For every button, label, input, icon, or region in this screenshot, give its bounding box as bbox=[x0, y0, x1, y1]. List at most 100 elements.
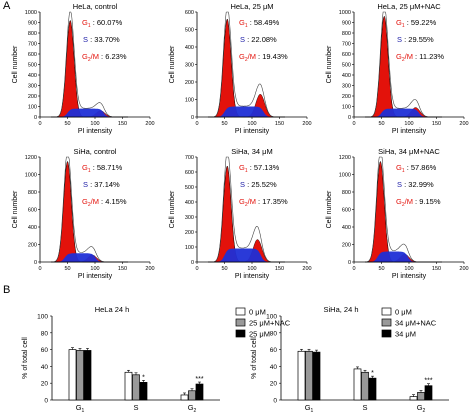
g2-subscript: 2 bbox=[402, 202, 405, 208]
g1-value: : 57.86% bbox=[405, 163, 437, 172]
y-tick-label: 500 bbox=[28, 63, 37, 69]
x-tick-letter: G bbox=[188, 403, 194, 412]
y-tick-label: 0 bbox=[273, 398, 277, 405]
significance-label: * bbox=[142, 374, 145, 381]
s-label: S : 22.08% bbox=[240, 35, 277, 44]
significance-label: *** bbox=[195, 376, 203, 383]
x-tick-label: 150 bbox=[432, 121, 441, 127]
panel-a-label: A bbox=[3, 0, 11, 12]
x-tick-label: 100 bbox=[247, 121, 256, 127]
s-phase-area bbox=[365, 108, 442, 117]
g1-label: G1 : 58.49% bbox=[239, 18, 280, 29]
g2-subscript: 2 bbox=[402, 57, 405, 63]
legend-swatch bbox=[381, 307, 392, 316]
g2-letter: G bbox=[239, 52, 245, 61]
y-axis-label: % of total cell bbox=[251, 337, 258, 379]
y-tick-label: 400 bbox=[342, 73, 351, 79]
x-tick-label: 0 bbox=[38, 121, 41, 127]
x-axis-label: PI intensity bbox=[78, 273, 113, 280]
bar bbox=[353, 368, 362, 401]
bar bbox=[297, 350, 306, 401]
y-tick-label: 100 bbox=[37, 314, 48, 321]
y-tick-label: 100 bbox=[28, 105, 37, 111]
panel-b-label: B bbox=[3, 284, 11, 296]
x-tick-subscript: 2 bbox=[423, 408, 426, 414]
g2-letter: G bbox=[396, 52, 402, 61]
s-value: : 25.52% bbox=[245, 180, 277, 189]
x-tick-letter: G bbox=[305, 403, 311, 412]
x-axis-label: PI intensity bbox=[392, 128, 427, 135]
g2m-value: : 6.23% bbox=[99, 52, 127, 61]
g1-value: : 58.49% bbox=[248, 18, 280, 27]
s-value: : 29.55% bbox=[402, 35, 434, 44]
g2-letter: G bbox=[239, 197, 245, 206]
g2m-value: : 17.35% bbox=[256, 197, 288, 206]
g1-label: G1 : 57.86% bbox=[396, 163, 437, 174]
x-tick-label: 50 bbox=[221, 121, 227, 127]
y-tick-label: 500 bbox=[342, 63, 351, 69]
legend-label: 34 μM+NAC bbox=[395, 319, 437, 328]
g2m-value: : 9.15% bbox=[413, 197, 441, 206]
y-tick-label: 200 bbox=[342, 94, 351, 100]
y-tick-label: 80 bbox=[270, 330, 278, 337]
legend-swatch bbox=[381, 329, 392, 338]
s-label: S : 29.55% bbox=[397, 35, 434, 44]
legend-swatch bbox=[235, 307, 246, 316]
s-value: : 33.70% bbox=[88, 35, 120, 44]
x-tick-label: G1 bbox=[305, 403, 314, 414]
bar bbox=[368, 377, 377, 401]
x-tick-label: G1 bbox=[76, 403, 85, 414]
s-value: : 37.14% bbox=[88, 180, 120, 189]
g2m-label: G2/M : 17.35% bbox=[239, 197, 288, 208]
bar-chart-title: SiHa, 24 h bbox=[323, 305, 358, 314]
histogram-grid: HeLa, control010020030040050060070080090… bbox=[12, 2, 469, 280]
s-label: S : 32.99% bbox=[397, 180, 434, 189]
y-tick-label: 200 bbox=[342, 243, 351, 249]
x-tick-subscript: 1 bbox=[82, 408, 85, 414]
x-tick-subscript: 2 bbox=[194, 408, 197, 414]
s-phase-area bbox=[51, 108, 128, 117]
g1-label: G1 : 59.22% bbox=[396, 18, 437, 29]
s-letter: S bbox=[397, 180, 402, 189]
bar bbox=[68, 349, 77, 401]
bar bbox=[76, 350, 84, 401]
s-letter: S bbox=[240, 180, 245, 189]
significance-label: * bbox=[371, 370, 374, 377]
s-label: S : 25.52% bbox=[240, 180, 277, 189]
g2-letter: G bbox=[82, 197, 88, 206]
y-tick-label: 0 bbox=[34, 260, 37, 266]
bar bbox=[180, 394, 189, 401]
x-tick-label: 150 bbox=[432, 266, 441, 272]
s-letter: S bbox=[397, 35, 402, 44]
x-tick-label: 0 bbox=[195, 266, 198, 272]
legend-swatch bbox=[381, 318, 392, 327]
y-tick-label: 600 bbox=[28, 208, 37, 214]
x-axis-label: PI intensity bbox=[235, 128, 270, 135]
s-letter: S bbox=[83, 180, 88, 189]
y-tick-label: 200 bbox=[185, 80, 194, 86]
g2-subscript: 2 bbox=[88, 57, 91, 63]
g2m-m-letter: /M bbox=[248, 52, 256, 61]
y-tick-label: 1000 bbox=[339, 10, 351, 16]
y-tick-label: 1000 bbox=[25, 10, 37, 16]
g1-value: : 59.22% bbox=[405, 18, 437, 27]
x-tick-label: 200 bbox=[302, 266, 311, 272]
g1-peak-area bbox=[364, 160, 442, 263]
y-axis-label: % of total cell bbox=[22, 337, 29, 379]
bar bbox=[83, 350, 92, 401]
g2m-value: : 19.43% bbox=[256, 52, 288, 61]
x-tick-label: 50 bbox=[64, 266, 70, 272]
x-tick-label: 150 bbox=[275, 266, 284, 272]
y-tick-label: 20 bbox=[41, 381, 49, 388]
g2m-m-letter: /M bbox=[405, 52, 413, 61]
s-phase-area bbox=[208, 106, 285, 117]
s-letter: S bbox=[240, 35, 245, 44]
legend-swatch bbox=[235, 329, 246, 338]
x-tick-label: 100 bbox=[404, 266, 413, 272]
x-tick-label: 200 bbox=[145, 121, 154, 127]
bar-chart-title: HeLa 24 h bbox=[95, 305, 130, 314]
y-tick-label: 0 bbox=[44, 398, 48, 405]
y-tick-label: 600 bbox=[28, 52, 37, 58]
g2m-label: G2/M : 6.23% bbox=[82, 52, 127, 63]
